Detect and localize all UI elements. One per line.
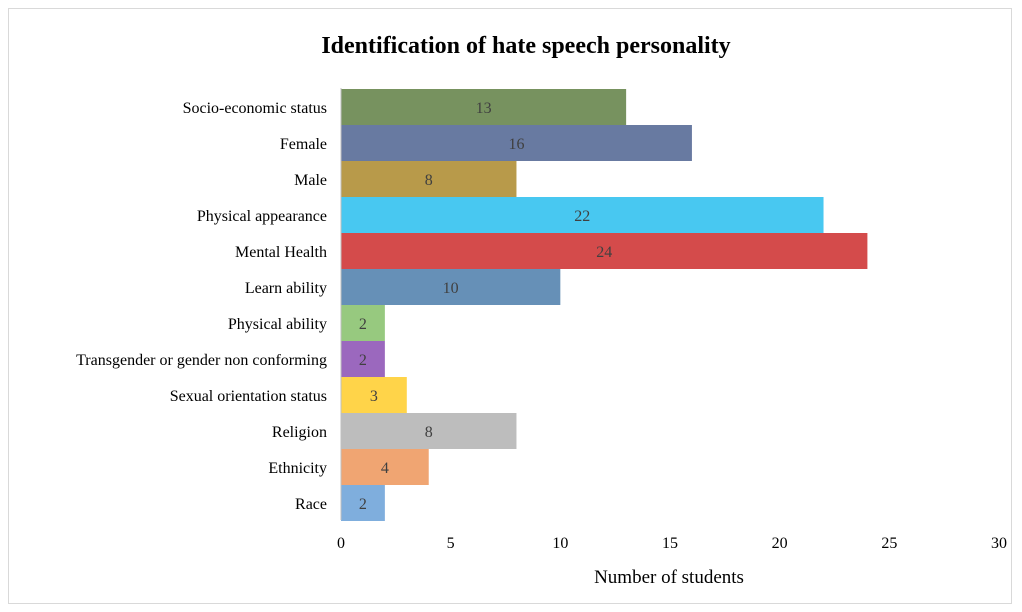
chart-title: Identification of hate speech personalit…: [321, 33, 730, 59]
category-label-physical-ability: Physical ability: [228, 316, 327, 333]
x-tick-label-25: 25: [881, 535, 897, 552]
x-tick-label-0: 0: [337, 535, 345, 552]
category-label-sexual-orientation-status: Sexual orientation status: [170, 388, 327, 405]
category-label-ethnicity: Ethnicity: [268, 460, 327, 477]
x-tick-label-15: 15: [662, 535, 678, 552]
x-tick-label-30: 30: [991, 535, 1007, 552]
category-label-transgender-or-gender-non-conforming: Transgender or gender non conforming: [76, 352, 327, 369]
bar-mental-health: [341, 233, 868, 269]
bar-physical-ability: [341, 305, 385, 341]
category-label-physical-appearance: Physical appearance: [197, 208, 327, 225]
data-label-sexual-orientation-status: 3: [370, 388, 378, 405]
category-label-learn-ability: Learn ability: [245, 280, 327, 297]
data-label-mental-health: 24: [596, 244, 612, 261]
bar-female: [341, 125, 692, 161]
data-label-female: 16: [508, 136, 524, 153]
data-label-physical-ability: 2: [359, 316, 367, 333]
category-label-female: Female: [280, 136, 327, 153]
data-label-socio-economic-status: 13: [476, 100, 492, 117]
bar-race: [341, 485, 385, 521]
category-label-mental-health: Mental Health: [235, 244, 327, 261]
bar-religion: [341, 413, 517, 449]
bar-transgender-or-gender-non-conforming: [341, 341, 385, 377]
bar-male: [341, 161, 517, 197]
data-label-transgender-or-gender-non-conforming: 2: [359, 352, 367, 369]
bar-physical-appearance: [341, 197, 824, 233]
category-label-male: Male: [294, 172, 327, 189]
x-axis-label: Number of students: [594, 567, 744, 588]
bar-sexual-orientation-status: [341, 377, 407, 413]
bar-socio-economic-status: [341, 89, 627, 125]
data-label-religion: 8: [425, 424, 433, 441]
data-label-male: 8: [425, 172, 433, 189]
bar-learn-ability: [341, 269, 561, 305]
data-label-learn-ability: 10: [443, 280, 459, 297]
data-label-physical-appearance: 22: [574, 208, 590, 225]
category-label-religion: Religion: [272, 424, 327, 441]
x-tick-label-20: 20: [772, 535, 788, 552]
category-label-race: Race: [295, 496, 327, 513]
x-tick-label-10: 10: [552, 535, 568, 552]
data-label-race: 2: [359, 496, 367, 513]
bars-group: Socio-economic status 13 Female 16 Male 8 Phys…: [76, 89, 868, 521]
x-tick-label-5: 5: [447, 535, 455, 552]
x-ticks-group: 0 5 10 15 20 25 30: [337, 535, 1007, 552]
bar-ethnicity: [341, 449, 429, 485]
category-label-socio-economic-status: Socio-economic status: [183, 100, 327, 117]
data-label-ethnicity: 4: [381, 460, 389, 477]
